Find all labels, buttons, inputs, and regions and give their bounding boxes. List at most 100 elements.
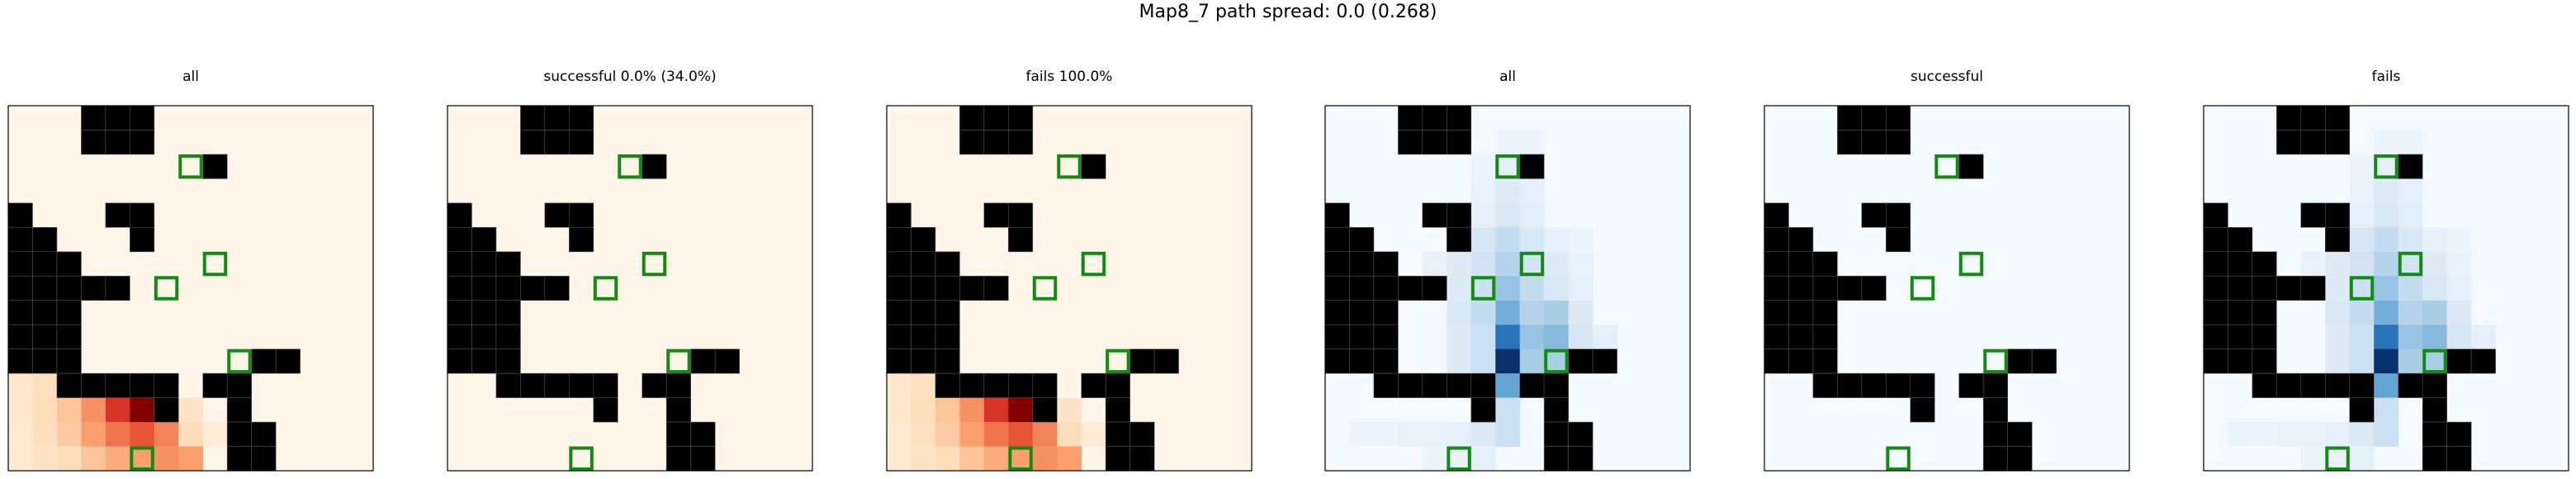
wall-cell: [2007, 349, 2033, 374]
heat-cell: [2349, 349, 2375, 374]
wall-cell: [1886, 105, 1911, 130]
heat-cell: [2276, 422, 2302, 447]
wall-cell: [2252, 251, 2277, 277]
wall-cell: [520, 130, 546, 155]
wall-cell: [2276, 275, 2302, 301]
wall-cell: [1861, 372, 1887, 398]
heat-cell: [2252, 422, 2277, 447]
goal-marker: [130, 446, 154, 471]
wall-cell: [1982, 372, 2008, 398]
wall-cell: [1447, 105, 1472, 130]
goal-marker: [178, 154, 203, 179]
wall-cell: [911, 227, 936, 253]
wall-cell: [2228, 300, 2253, 325]
wall-cell: [569, 105, 594, 130]
heat-cell: [2398, 130, 2423, 155]
heat-cell: [1470, 178, 1496, 204]
wall-cell: [2300, 275, 2326, 301]
wall-cell: [1812, 251, 1838, 277]
goal-marker: [593, 276, 618, 301]
heat-cell: [1519, 178, 1545, 204]
heat-cell: [2398, 276, 2423, 301]
heat-cell: [1495, 422, 1521, 447]
heat-cell: [1519, 227, 1545, 253]
heat-cell: [1447, 276, 1472, 301]
heat-cell: [959, 446, 985, 472]
wall-cell: [1568, 421, 1593, 447]
heat-cell: [1544, 325, 1570, 350]
goal-marker: [2374, 154, 2398, 179]
wall-cell: [642, 372, 667, 398]
heat-cell: [1495, 325, 1521, 350]
wall-cell: [544, 105, 570, 130]
heat-cell: [2398, 251, 2423, 277]
panel-1: successful 0.0% (34.0%): [447, 69, 813, 472]
wall-cell: [690, 446, 716, 472]
heat-cell: [1008, 397, 1034, 423]
heat-cell: [178, 422, 204, 447]
wall-cell: [105, 130, 130, 155]
wall-cell: [1837, 372, 1863, 398]
panel-title: all: [1499, 69, 1516, 85]
heat-cell: [178, 397, 204, 423]
wall-cell: [2325, 130, 2351, 155]
heat-cell: [887, 422, 912, 447]
wall-cell: [130, 130, 155, 155]
wall-cell: [2325, 105, 2351, 130]
wall-cell: [447, 300, 472, 325]
wall-cell: [2203, 349, 2228, 374]
heat-cell: [1495, 373, 1521, 398]
wall-cell: [1812, 372, 1838, 398]
wall-cell: [1470, 372, 1496, 398]
heat-cell: [1470, 446, 1496, 472]
wall-cell: [690, 421, 716, 447]
wall-cell: [886, 251, 912, 277]
heat-cell: [8, 397, 33, 423]
heat-cell: [2300, 251, 2326, 277]
wall-cell: [886, 275, 912, 301]
heat-cell: [2325, 349, 2351, 374]
heat-cell: [2374, 227, 2399, 253]
heat-cell: [935, 397, 960, 423]
heat-cell: [2471, 325, 2496, 350]
wall-cell: [2325, 372, 2351, 398]
wall-cell: [520, 275, 546, 301]
heat-cell: [1447, 325, 1472, 350]
goal-marker: [1447, 446, 1471, 471]
goal-marker: [1032, 276, 1058, 301]
wall-cell: [2349, 397, 2375, 423]
wall-cell: [447, 227, 472, 253]
wall-cell: [2446, 421, 2472, 447]
wall-cell: [1886, 202, 1911, 228]
wall-cell: [7, 275, 33, 301]
wall-cell: [1373, 349, 1399, 374]
wall-cell: [1324, 251, 1350, 277]
wall-cell: [1422, 372, 1447, 398]
heat-cell: [983, 422, 1009, 447]
wall-cell: [665, 397, 691, 423]
heat-cell: [2374, 154, 2399, 179]
wall-cell: [1008, 105, 1034, 130]
panel-title: all: [182, 69, 199, 85]
wall-cell: [471, 275, 497, 301]
wall-cell: [2228, 251, 2253, 277]
wall-cell: [1837, 130, 1863, 155]
wall-cell: [1324, 324, 1350, 349]
wall-cell: [1861, 275, 1887, 301]
heat-cell: [959, 397, 985, 423]
wall-cell: [911, 275, 936, 301]
wall-cell: [665, 372, 691, 398]
wall-cell: [495, 349, 521, 374]
wall-cell: [471, 251, 497, 277]
wall-cell: [911, 349, 936, 374]
heat-cell: [2446, 300, 2472, 325]
panel-title: successful: [1911, 69, 1983, 85]
heat-cell: [2349, 325, 2375, 350]
wall-cell: [1543, 421, 1569, 447]
heat-cell: [1519, 251, 1545, 277]
heat-cell: [1447, 422, 1472, 447]
wall-cell: [447, 275, 472, 301]
heat-cell: [2374, 373, 2399, 398]
wall-cell: [886, 300, 912, 325]
wall-cell: [2422, 421, 2447, 447]
